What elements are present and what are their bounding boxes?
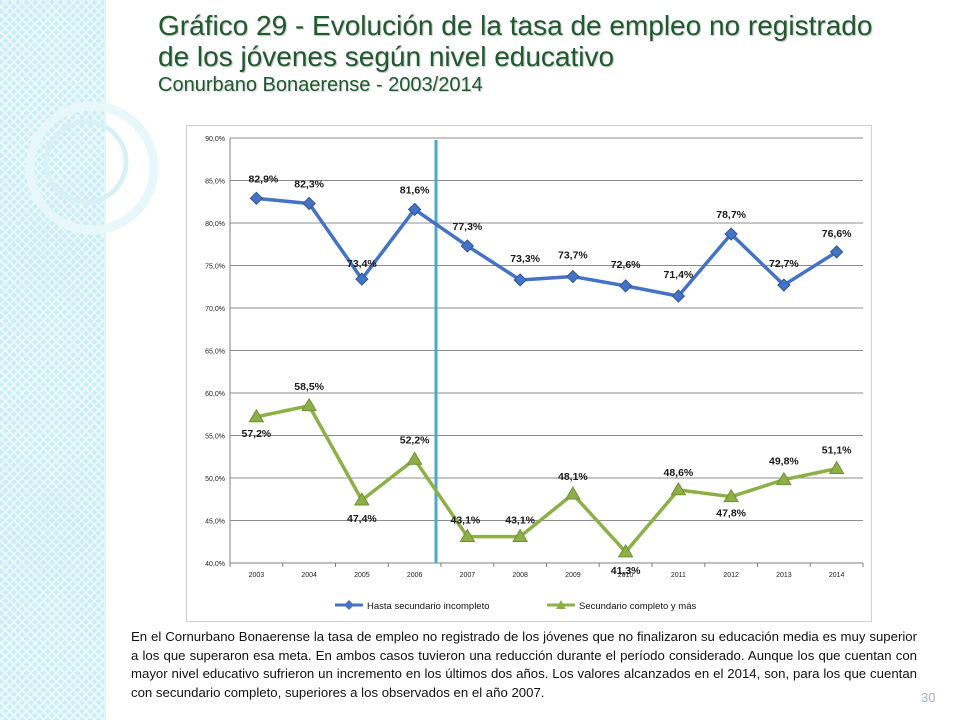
data-label: 47,8%: [716, 508, 746, 520]
data-label: 77,3%: [452, 221, 482, 233]
data-point-diamond: [566, 269, 580, 284]
data-label: 57,2%: [241, 428, 271, 440]
data-label: 81,6%: [400, 184, 430, 196]
data-label: 43,1%: [505, 515, 535, 527]
title-block: Gráfico 29 - Evolución de la tasa de emp…: [158, 10, 948, 98]
y-tick-label: 90,0%: [205, 136, 225, 143]
chart-title-line-1: Gráfico 29 - Evolución de la tasa de emp…: [158, 10, 873, 41]
page-number: 30: [921, 690, 936, 705]
data-label: 76,6%: [822, 228, 852, 240]
data-point-triangle: [459, 528, 476, 543]
data-point-triangle: [565, 486, 581, 500]
y-tick-label: 40,0%: [205, 561, 225, 568]
x-tick-label: 2006: [407, 572, 423, 579]
line-chart: 40,0% 45,0% 50,0% 55,0% 60,0% 65,0% 70,0% 75,0%…: [205, 136, 864, 612]
data-label: 71,4%: [663, 269, 693, 281]
data-label: 82,9%: [248, 173, 278, 185]
data-label-layer: 82,9% 82,3% 73,4% 81,6% 77,3% 73,3% 73,7% 72,6%…: [241, 173, 852, 577]
data-point-triangle: [248, 408, 265, 423]
data-label: 41,3%: [611, 565, 641, 577]
x-tick-label: 2007: [460, 572, 476, 579]
data-label: 49,8%: [769, 456, 799, 468]
data-label: 73,7%: [558, 250, 588, 262]
data-label: 78,7%: [716, 209, 746, 221]
data-point-diamond: [355, 272, 369, 286]
data-label: 82,3%: [294, 178, 324, 190]
y-tick-label: 50,0%: [205, 476, 225, 483]
data-point-triangle: [617, 543, 634, 558]
x-tick-label: 2008: [512, 572, 528, 579]
legend-label: Hasta secundario incompleto: [367, 601, 490, 612]
y-tick-label: 45,0%: [205, 519, 225, 526]
data-point-triangle: [512, 528, 528, 543]
data-point-triangle: [354, 492, 370, 506]
data-point-diamond: [407, 202, 422, 217]
x-tick-label: 2009: [565, 572, 581, 579]
legend-marker-triangle: [556, 600, 566, 609]
legend: Hasta secundario incompleto Secundario co…: [335, 600, 696, 612]
body-paragraph: En el Cornurbano Bonaerense la tasa de e…: [131, 629, 917, 700]
y-tick-label: 80,0%: [205, 221, 225, 228]
data-label: 73,4%: [347, 258, 377, 270]
data-point-diamond: [513, 273, 527, 287]
y-tick-label: 65,0%: [205, 349, 225, 356]
data-label: 72,7%: [769, 258, 799, 270]
y-tick-label: 70,0%: [205, 306, 225, 313]
data-point-triangle: [828, 460, 845, 475]
grid-layer: [230, 137, 863, 564]
data-point-diamond: [777, 278, 791, 292]
data-point-triangle: [301, 397, 317, 412]
data-point-diamond: [829, 245, 844, 259]
data-point-diamond: [460, 239, 475, 253]
y-tick-label: 75,0%: [205, 264, 225, 271]
data-point-diamond: [249, 191, 264, 206]
x-tick-label: 2004: [301, 572, 317, 579]
data-label: 48,1%: [558, 471, 588, 483]
data-point-diamond: [724, 227, 738, 241]
y-tick-label: 85,0%: [205, 179, 225, 186]
data-label: 47,4%: [347, 513, 377, 525]
x-tick-label: 2011: [671, 572, 686, 579]
chart-title-line-2: de los jóvenes según nivel educativo: [158, 41, 615, 72]
chart-frame: 40,0% 45,0% 50,0% 55,0% 60,0% 65,0% 70,0% 75,0%…: [186, 125, 872, 622]
series-line-hasta-secundario-incompleto: [256, 196, 838, 298]
x-tick-label: 2013: [776, 572, 792, 579]
data-point-triangle: [406, 451, 423, 465]
x-tick-label: 2005: [354, 572, 370, 579]
data-point-triangle: [776, 471, 792, 486]
data-label: 48,6%: [663, 467, 693, 479]
data-point-diamond: [302, 196, 316, 211]
data-label: 51,1%: [822, 445, 852, 457]
series-line-secundario-completo: [256, 404, 837, 554]
x-tick-label: 2012: [723, 572, 739, 579]
decorative-circles: [25, 101, 159, 235]
x-tick-label: 2003: [249, 572, 265, 579]
data-label: 52,2%: [400, 434, 430, 446]
y-tick-label: 60,0%: [205, 391, 225, 398]
x-tick-label: 2010: [618, 572, 634, 579]
data-label: 72,6%: [611, 259, 641, 271]
y-tick-label: 55,0%: [205, 434, 225, 441]
data-label: 73,3%: [510, 253, 540, 265]
data-label: 43,1%: [450, 515, 480, 527]
legend-label: Secundario completo y más: [579, 601, 696, 612]
data-label: 58,5%: [294, 381, 324, 393]
data-point-diamond: [671, 289, 686, 303]
data-point-diamond: [618, 279, 633, 293]
deco-ring-small: [43, 119, 129, 205]
deco-ring-large: [25, 101, 159, 235]
x-tick-label: 2014: [829, 572, 845, 579]
chart-subtitle: Conurbano Bonaerense - 2003/2014: [158, 74, 483, 96]
legend-marker-diamond: [344, 600, 354, 610]
band-edge-line: [104, 0, 106, 720]
series-layer: [248, 191, 845, 558]
data-point-triangle: [723, 488, 739, 503]
data-point-triangle: [670, 481, 687, 496]
